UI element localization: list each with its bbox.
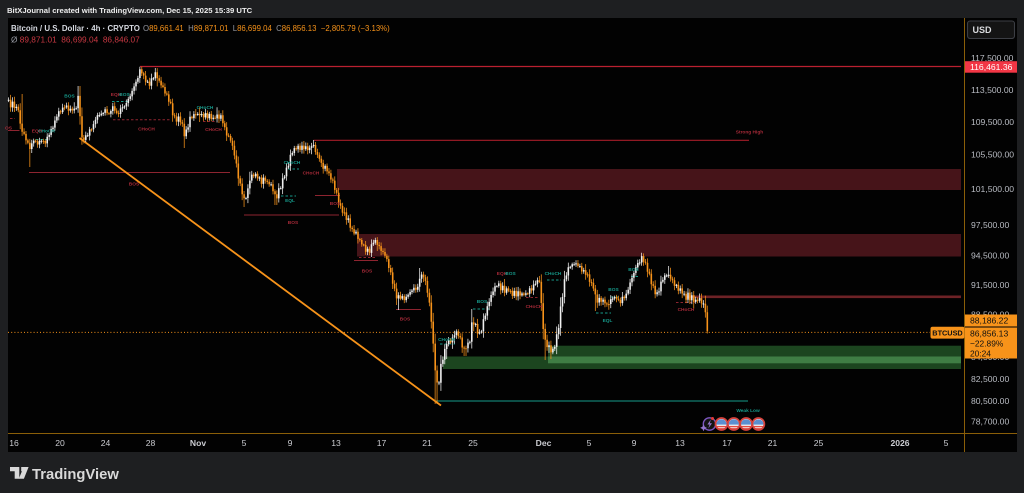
svg-text:Strong High: Strong High [736,129,764,135]
svg-text:86,856.13: 86,856.13 [970,328,1008,338]
svg-text:94,500.00: 94,500.00 [971,251,1009,261]
svg-text:117,500.00: 117,500.00 [971,53,1014,63]
svg-text:CHoCH: CHoCH [678,307,695,313]
svg-text:BOS: BOS [64,94,75,100]
svg-text:BTCUSD: BTCUSD [932,329,962,338]
svg-text:TradingView: TradingView [32,467,119,483]
svg-text:16: 16 [9,438,19,448]
svg-text:−22.89%: −22.89% [970,339,1004,349]
svg-text:CHoCH: CHoCH [438,337,455,343]
svg-text:BOS: BOS [288,220,299,226]
svg-text:5: 5 [242,438,247,448]
svg-text:13: 13 [675,438,685,448]
svg-text:EQL: EQL [603,318,613,324]
svg-text:Ø 89,871.01 86,699.04 86,846: Ø 89,871.01 86,699.04 86,846.07 [11,35,140,45]
svg-text:25: 25 [814,438,824,448]
svg-text:5: 5 [944,438,949,448]
svg-text:Bitcoin / U.S. Dollar · 4h · C: Bitcoin / U.S. Dollar · 4h · CRYPTO [11,24,140,33]
svg-text:CHoCH: CHoCH [545,271,562,277]
svg-text:CHoCH: CHoCH [284,160,301,166]
svg-text:28: 28 [146,438,156,448]
svg-text:EQH: EQH [111,92,122,98]
svg-text:BitXJournal created with Tradi: BitXJournal created with TradingView.com… [7,6,253,15]
svg-text:17: 17 [722,438,732,448]
svg-text:91,500.00: 91,500.00 [971,280,1009,290]
svg-text:BOS: BOS [362,268,373,274]
svg-text:BOS: BOS [505,271,516,277]
svg-text:Weak Low: Weak Low [736,408,760,414]
svg-text:BOS: BOS [129,181,140,187]
svg-text:BOS: BOS [119,92,130,98]
svg-text:Nov: Nov [190,438,206,448]
svg-text:EQL: EQL [285,198,295,204]
svg-text:EQH: EQH [32,129,43,135]
svg-text:BOS: BOS [628,267,639,273]
svg-text:105,500.00: 105,500.00 [971,150,1014,160]
svg-text:USD: USD [973,25,993,35]
svg-text:80,500.00: 80,500.00 [971,396,1009,406]
svg-text:113,500.00: 113,500.00 [971,85,1014,95]
svg-text:20: 20 [55,438,65,448]
svg-text:BOS: BOS [400,316,411,322]
svg-text:CHoCH: CHoCH [197,105,214,111]
svg-text:CHoCH: CHoCH [303,171,320,177]
svg-text:17: 17 [377,438,387,448]
svg-text:5: 5 [587,438,592,448]
svg-text:BOS: BOS [608,287,619,293]
svg-text:2026: 2026 [890,438,909,448]
svg-text:Dec: Dec [536,438,552,448]
svg-text:O89,661.41 H89,871.01 L86,69: O89,661.41 H89,871.01 L86,699.04 C86,856… [143,24,390,33]
svg-text:BOS: BOS [477,299,488,305]
svg-text:88,186.22: 88,186.22 [970,316,1008,326]
svg-text:21: 21 [768,438,778,448]
svg-text:109,500.00: 109,500.00 [971,117,1014,127]
svg-text:CHoCH: CHoCH [526,304,543,310]
svg-text:EQH: EQH [497,271,508,277]
svg-text:13: 13 [331,438,341,448]
svg-text:20:24: 20:24 [970,349,991,359]
svg-text:78,700.00: 78,700.00 [971,417,1009,427]
svg-text:101,500.00: 101,500.00 [971,184,1014,194]
svg-text:BOS: BOS [330,201,341,207]
svg-text:116,461.36: 116,461.36 [970,62,1013,72]
svg-text:CHoCH: CHoCH [38,129,55,135]
svg-text:CHoCH: CHoCH [138,127,155,133]
svg-text:25: 25 [468,438,478,448]
svg-text:82,500.00: 82,500.00 [971,374,1009,384]
svg-text:21: 21 [422,438,432,448]
svg-text:97,500.00: 97,500.00 [971,220,1009,230]
svg-text:9: 9 [632,438,637,448]
svg-text:24: 24 [101,438,111,448]
svg-text:CHoCH: CHoCH [205,127,222,133]
svg-text:OS: OS [5,125,13,131]
svg-text:9: 9 [288,438,293,448]
